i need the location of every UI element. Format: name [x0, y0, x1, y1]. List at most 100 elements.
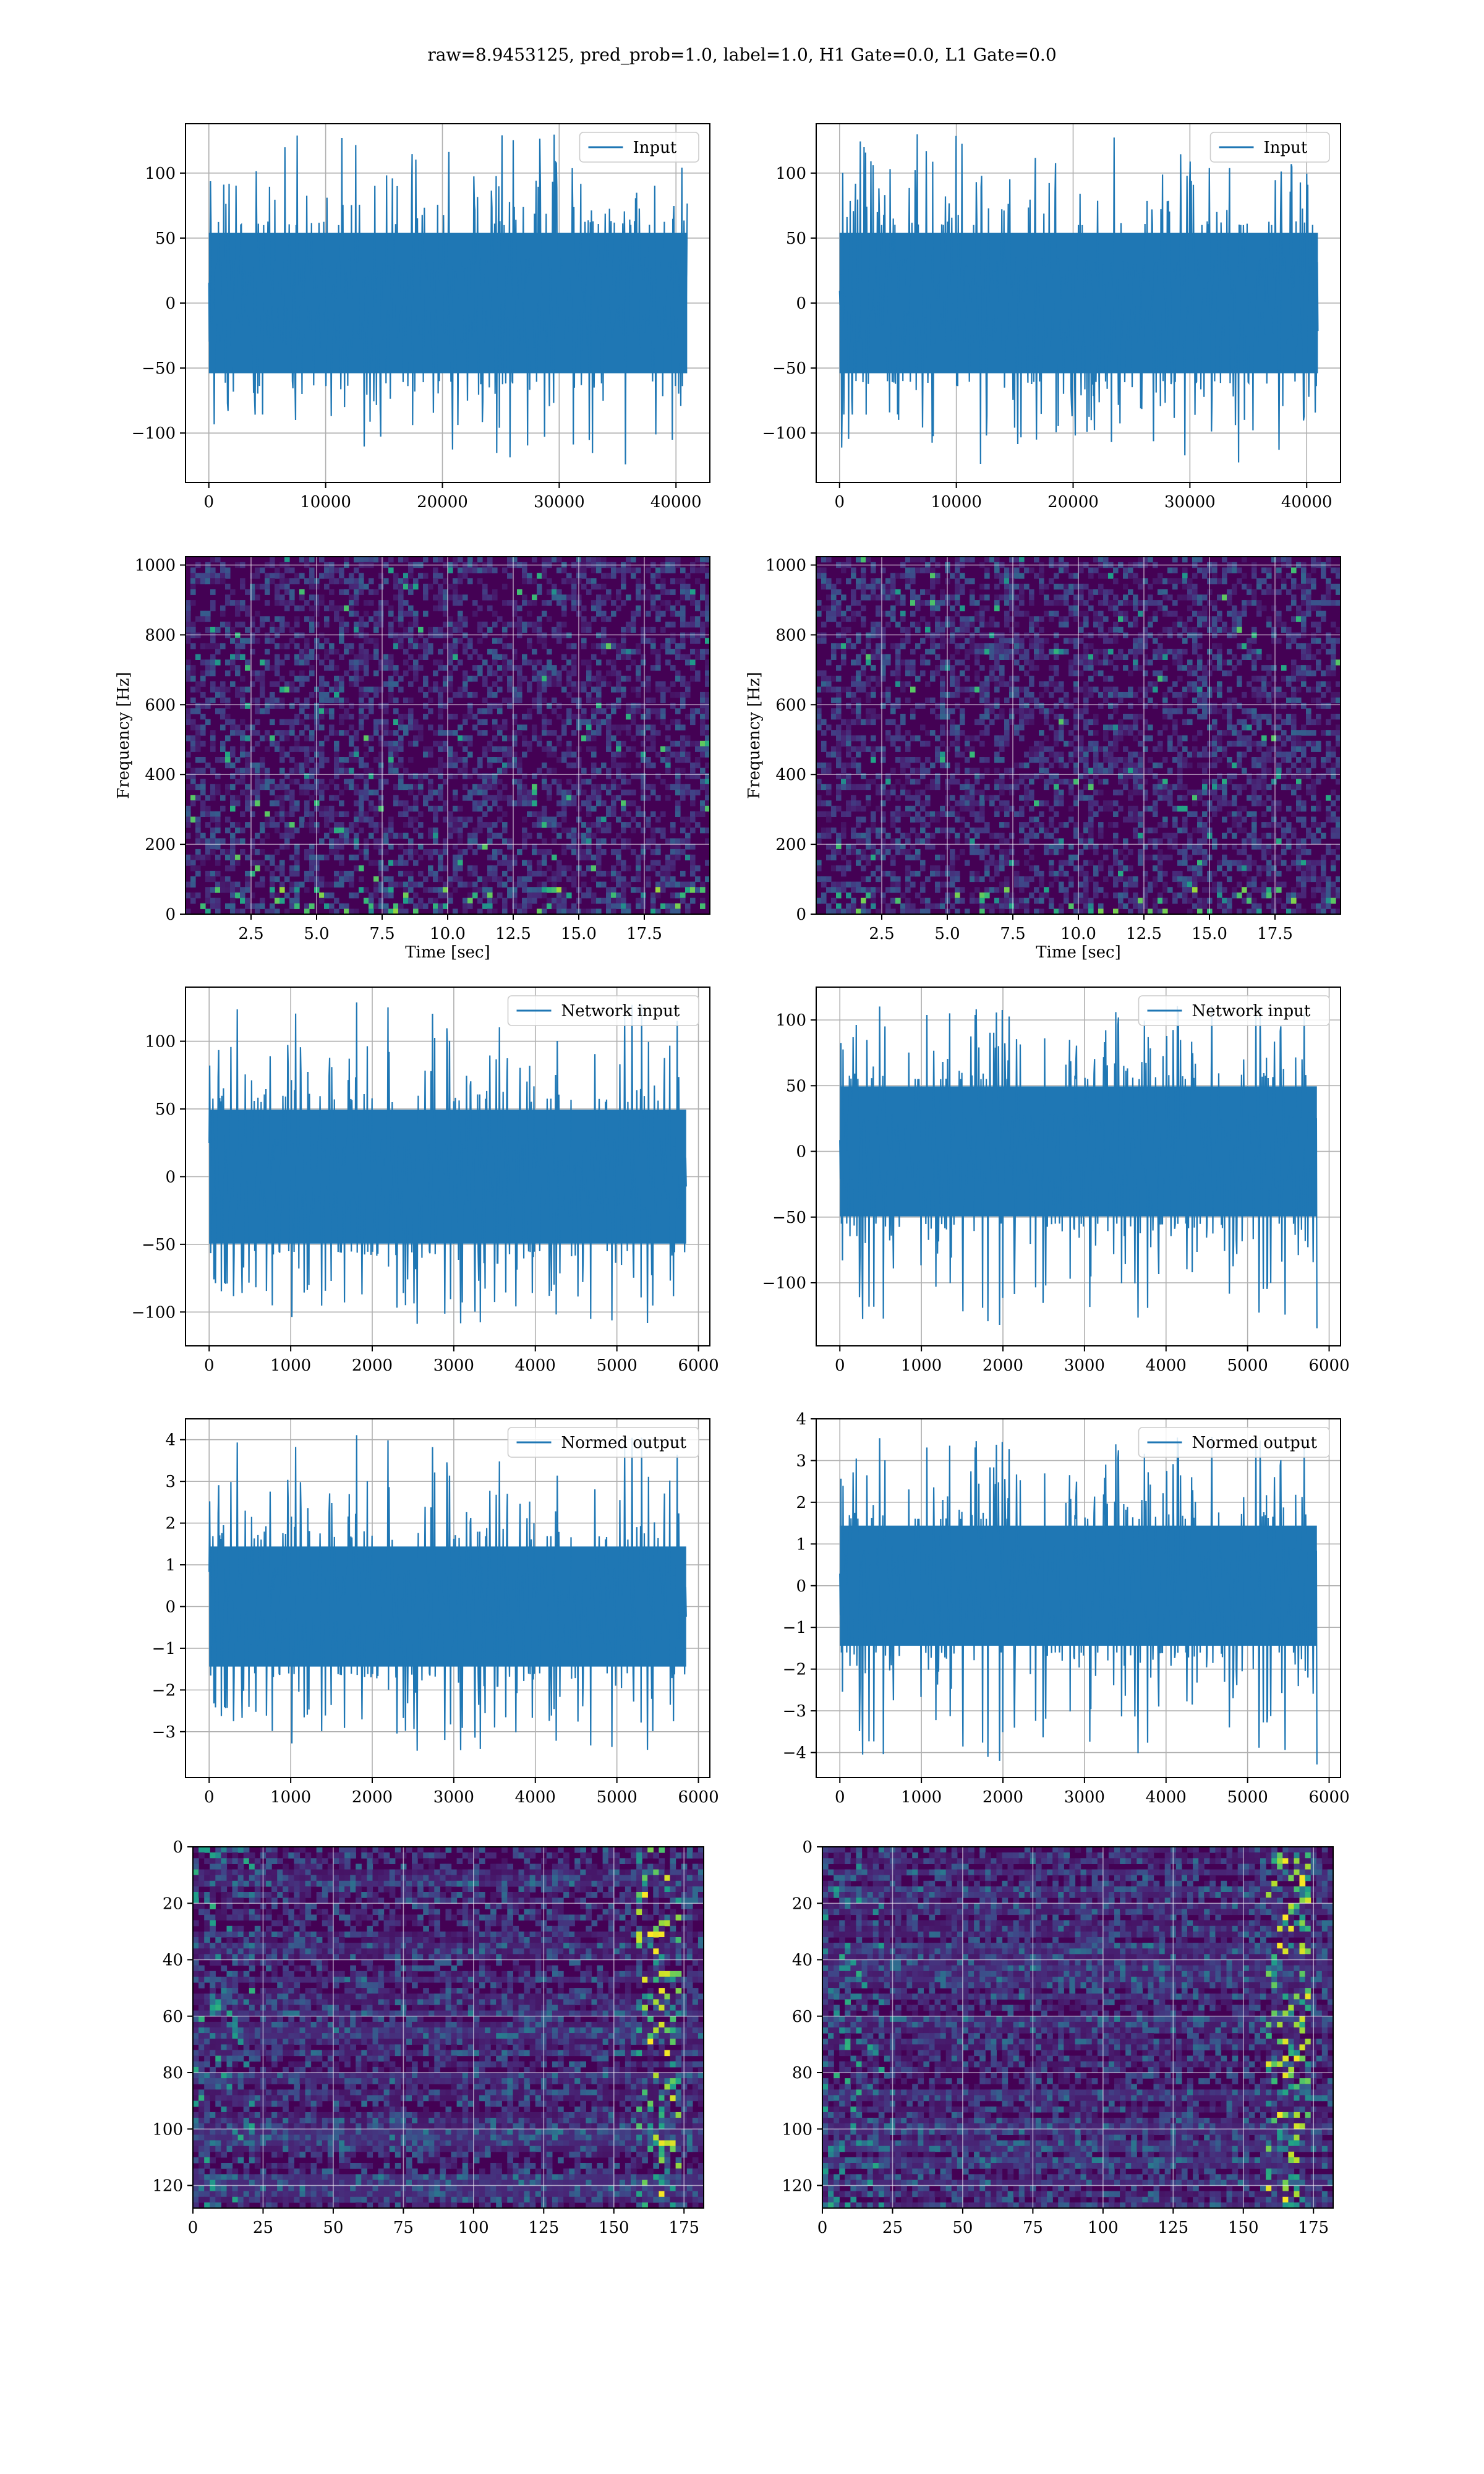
- net-l1-ytick-label: −50: [772, 1209, 806, 1227]
- feat-h1-xtick-label: 100: [458, 2219, 489, 2237]
- norm-l1-ytick-label: −3: [783, 1702, 806, 1721]
- norm-h1-ytick-label: 0: [165, 1598, 176, 1616]
- input-l1-ytick-label: 0: [796, 294, 806, 313]
- net-l1-ytick-label: 50: [786, 1077, 806, 1095]
- net-l1-xtick-label: 2000: [983, 1356, 1023, 1375]
- input-l1-legend-label: Input: [1264, 139, 1308, 157]
- input-h1-ytick-label: −50: [142, 359, 176, 378]
- feat-h1-ytick-label: 100: [152, 2120, 183, 2139]
- spec-l1-ytick-label: 1000: [765, 557, 806, 575]
- spec-h1-axes: 2.5 5.0 7.5 10.0 12.5 15.0 17.5020040060080010…: [114, 557, 710, 962]
- spec-l1-xtick-label: 17.5: [1257, 925, 1293, 943]
- net-h1-axes: 0 1000 2000 3000 4000 5000 6000−100−50050100Ne…: [132, 987, 719, 1375]
- input-l1-ytick-label: −50: [772, 359, 806, 378]
- feat-h1-xtick-label: 175: [668, 2219, 699, 2237]
- spec-h1-xtick-label: 15.0: [561, 925, 597, 943]
- net-l1-ytick-label: −100: [762, 1274, 806, 1293]
- input-h1-ytick-label: 50: [155, 229, 176, 248]
- net-h1-xtick-label: 1000: [270, 1356, 311, 1375]
- norm-l1-ytick-label: −2: [783, 1661, 806, 1679]
- input-h1-xtick-label: 0: [203, 493, 214, 511]
- net-l1-xtick-label: 1000: [901, 1356, 942, 1375]
- input-l1-ytick-label: −100: [762, 424, 806, 443]
- feat-l1-xtick-label: 125: [1158, 2219, 1188, 2237]
- norm-l1-ytick-label: −4: [783, 1744, 806, 1763]
- input-h1-legend-label: Input: [633, 139, 677, 157]
- net-l1-xtick-label: 4000: [1146, 1356, 1187, 1375]
- net-h1-ytick-label: −100: [132, 1303, 176, 1322]
- spec-h1-xtick-label: 10.0: [430, 925, 466, 943]
- net-l1-legend-label: Network input: [1192, 1002, 1311, 1021]
- spec-h1-ytick-label: 0: [165, 905, 176, 924]
- spec-l1-xtick-label: 12.5: [1126, 925, 1162, 943]
- spec-h1-xtick-label: 2.5: [238, 925, 263, 943]
- input-h1-ytick-label: 0: [165, 294, 176, 313]
- feat-l1-ytick-label: 0: [802, 1838, 812, 1857]
- feat-h1-xtick-label: 150: [599, 2219, 629, 2237]
- net-h1-ytick-label: 50: [155, 1100, 176, 1119]
- norm-h1-xtick-label: 3000: [433, 1788, 474, 1807]
- net-l1-ytick-label: 0: [796, 1143, 806, 1162]
- norm-h1-ytick-label: −1: [152, 1640, 176, 1658]
- feat-l1-heatmap-cells: [822, 1847, 1334, 2209]
- norm-l1-legend-label: Normed output: [1192, 1434, 1318, 1452]
- norm-l1-xtick-label: 0: [835, 1788, 845, 1807]
- net-h1-xtick-label: 3000: [433, 1356, 474, 1375]
- feat-h1-ytick-label: 80: [163, 2064, 183, 2082]
- norm-l1-legend: Normed output: [1139, 1427, 1330, 1457]
- net-l1-axes: 0 1000 2000 3000 4000 5000 6000−100−50050100Ne…: [762, 987, 1350, 1375]
- net-h1-xtick-label: 2000: [352, 1356, 393, 1375]
- spec-h1-xtick-label: 5.0: [304, 925, 329, 943]
- norm-h1-series-line: [209, 1435, 686, 1750]
- spec-l1-ytick-label: 200: [775, 836, 806, 854]
- input-h1-legend: Input: [580, 132, 699, 162]
- spec-h1-ytick-label: 800: [145, 626, 176, 644]
- norm-h1-xtick-label: 4000: [515, 1788, 556, 1807]
- input-h1-xtick-label: 40000: [650, 493, 702, 511]
- spec-h1-ytick-label: 1000: [135, 557, 176, 575]
- norm-l1-xtick-label: 2000: [983, 1788, 1023, 1807]
- spec-l1-ytick-label: 0: [796, 905, 806, 924]
- feat-l1-xtick-label: 175: [1298, 2219, 1329, 2237]
- input-h1-series-line: [209, 135, 688, 464]
- input-h1-ytick-label: 100: [145, 165, 176, 183]
- norm-h1-ytick-label: −3: [152, 1723, 176, 1742]
- spec-l1-ytick-label: 400: [775, 766, 806, 784]
- norm-h1-xtick-label: 0: [204, 1788, 215, 1807]
- input-l1-ytick-label: 50: [786, 229, 806, 248]
- feat-h1-ytick-label: 40: [163, 1951, 183, 1970]
- feat-l1-ytick-label: 40: [792, 1951, 812, 1970]
- feat-l1-xtick-label: 150: [1228, 2219, 1259, 2237]
- feat-h1-heatmap-cells: [193, 1847, 704, 2209]
- input-h1-xtick-label: 30000: [534, 493, 585, 511]
- net-l1-legend: Network input: [1139, 996, 1330, 1025]
- spec-h1-xtick-label: 12.5: [495, 925, 531, 943]
- feat-l1-xtick-label: 75: [1023, 2219, 1043, 2237]
- spec-l1-xlabel: Time [sec]: [1036, 943, 1121, 962]
- spec-h1-ytick-label: 400: [145, 766, 176, 784]
- net-h1-legend-label: Network input: [561, 1002, 680, 1021]
- net-l1-xtick-label: 3000: [1064, 1356, 1105, 1375]
- spec-h1-xtick-label: 17.5: [626, 925, 662, 943]
- feat-l1-xtick-label: 100: [1088, 2219, 1119, 2237]
- net-h1-ytick-label: 100: [145, 1033, 176, 1051]
- feat-l1-ytick-label: 100: [782, 2120, 812, 2139]
- feat-l1-ytick-label: 80: [792, 2064, 812, 2082]
- spec-l1-xtick-label: 15.0: [1192, 925, 1227, 943]
- spec-l1-ytick-label: 600: [775, 696, 806, 714]
- net-h1-xtick-label: 0: [204, 1356, 215, 1375]
- input-l1-xtick-label: 0: [834, 493, 845, 511]
- feat-l1-ytick-label: 60: [792, 2008, 812, 2026]
- norm-l1-xtick-label: 3000: [1064, 1788, 1105, 1807]
- norm-l1-ytick-label: 2: [796, 1494, 806, 1512]
- feat-h1-xtick-label: 125: [528, 2219, 559, 2237]
- input-l1-ytick-label: 100: [775, 165, 806, 183]
- input-h1-xtick-label: 10000: [300, 493, 351, 511]
- feat-h1-xtick-label: 75: [393, 2219, 414, 2237]
- net-l1-xtick-label: 0: [835, 1356, 845, 1375]
- net-l1-ytick-label: 100: [775, 1011, 806, 1030]
- net-h1-ytick-label: 0: [165, 1168, 176, 1186]
- norm-l1-xtick-label: 1000: [901, 1788, 942, 1807]
- spec-l1-xtick-label: 7.5: [1000, 925, 1025, 943]
